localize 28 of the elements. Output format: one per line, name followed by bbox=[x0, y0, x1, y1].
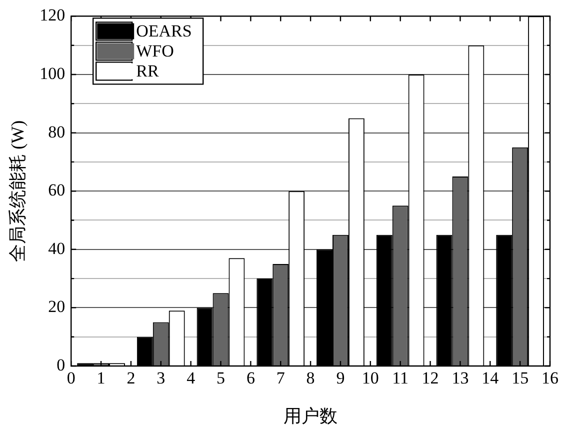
x-tick-label: 6 bbox=[246, 368, 255, 388]
x-tick-label: 12 bbox=[422, 368, 439, 388]
x-tick-label: 9 bbox=[336, 368, 345, 388]
x-tick-label: 8 bbox=[306, 368, 315, 388]
x-tick-label: 16 bbox=[542, 368, 558, 388]
x-tick-label: 1 bbox=[96, 368, 106, 388]
legend-label: OEARS bbox=[136, 22, 192, 41]
y-tick-label: 0 bbox=[56, 355, 66, 374]
x-tick-label: 15 bbox=[512, 368, 529, 388]
y-tick-label: 120 bbox=[40, 6, 66, 25]
x-tick-label: 11 bbox=[392, 368, 409, 388]
x-tick-label: 5 bbox=[216, 368, 226, 388]
y-tick-label: 60 bbox=[48, 180, 66, 200]
y-axis-title: 全局系统能耗 (W) bbox=[8, 120, 28, 262]
x-tick-label: 10 bbox=[362, 368, 379, 388]
y-tick-label: 100 bbox=[40, 64, 66, 83]
x-tick-label: 3 bbox=[156, 368, 166, 388]
x-tick-label: 14 bbox=[482, 368, 500, 388]
y-tick-label: 20 bbox=[48, 297, 66, 316]
x-tick-label: 2 bbox=[126, 368, 136, 388]
x-tick-label: 4 bbox=[186, 368, 196, 388]
x-tick-label: 13 bbox=[452, 368, 469, 388]
y-tick-label: 40 bbox=[48, 238, 66, 258]
legend-label: RR bbox=[136, 62, 160, 81]
y-tick-label: 80 bbox=[48, 122, 66, 142]
legend-label: WFO bbox=[136, 42, 174, 61]
x-tick-label: 7 bbox=[276, 368, 286, 388]
x-axis-title: 用户数 bbox=[284, 406, 338, 426]
